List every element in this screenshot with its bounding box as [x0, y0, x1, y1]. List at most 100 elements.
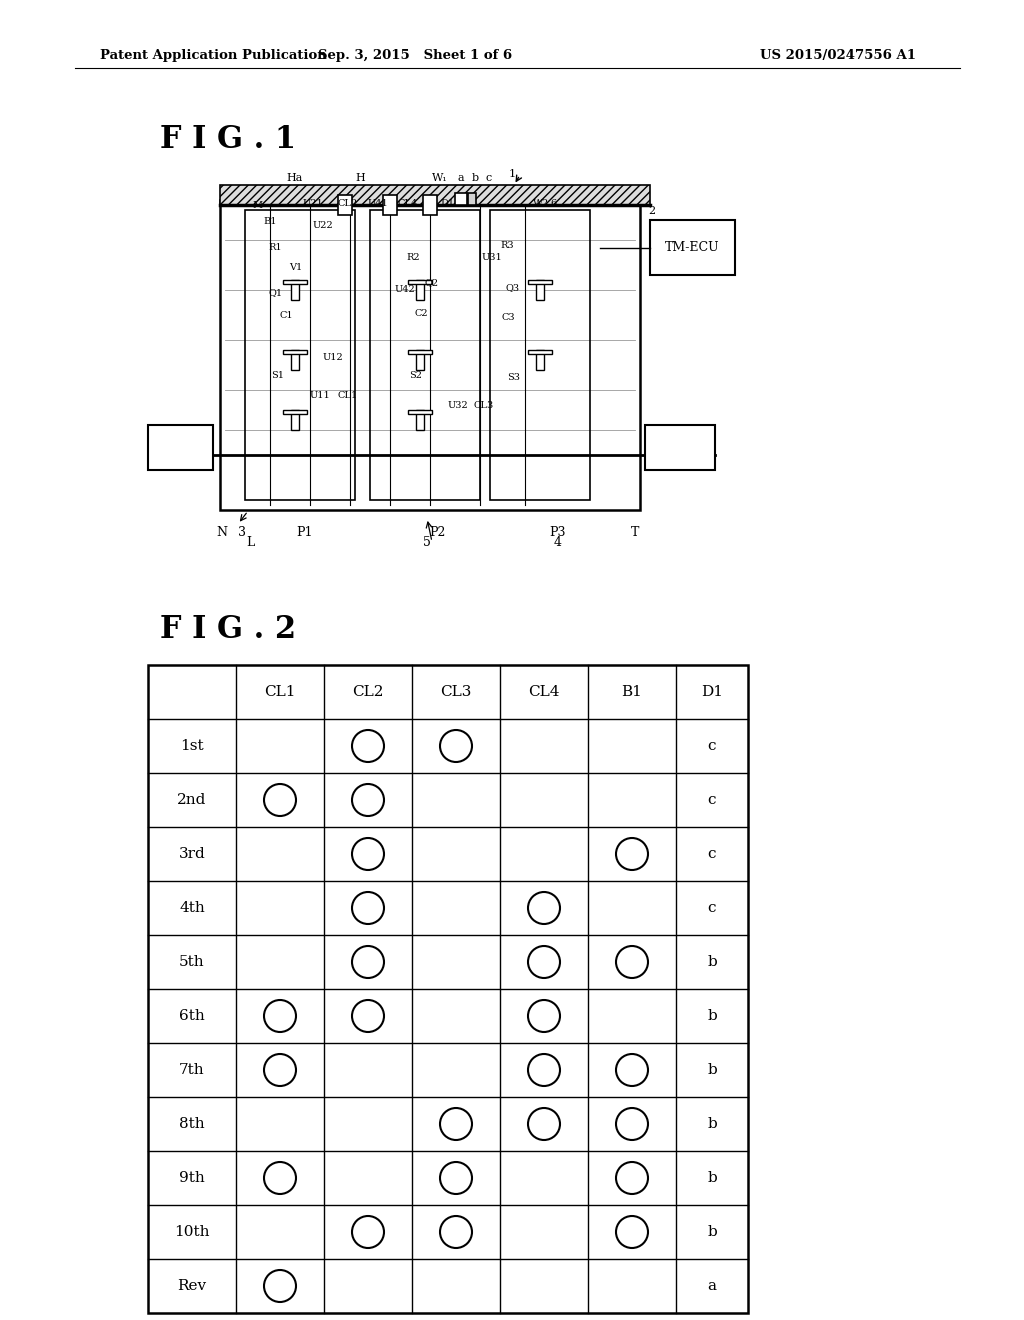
Text: 8th: 8th [179, 1117, 205, 1131]
Text: b: b [708, 954, 717, 969]
Circle shape [264, 784, 296, 816]
Text: L: L [246, 536, 254, 549]
Text: 1: 1 [509, 169, 515, 180]
Text: H: H [355, 173, 365, 183]
Text: shaft: shaft [166, 447, 196, 461]
Circle shape [264, 1270, 296, 1302]
Text: b: b [708, 1225, 717, 1239]
Text: Q1: Q1 [269, 289, 283, 297]
Text: c: c [708, 902, 716, 915]
Text: 6th: 6th [179, 1008, 205, 1023]
Circle shape [352, 730, 384, 762]
Text: C2: C2 [414, 309, 428, 318]
Text: C1: C1 [280, 310, 293, 319]
Bar [338, 195, 352, 215]
Text: F I G . 2: F I G . 2 [160, 615, 296, 645]
Text: c: c [708, 739, 716, 752]
Text: b: b [708, 1008, 717, 1023]
Circle shape [616, 838, 648, 870]
Text: 1st: 1st [180, 739, 204, 752]
Bar [291, 350, 299, 370]
Text: TM-ECU: TM-ECU [666, 242, 720, 253]
Text: CL4: CL4 [528, 685, 560, 700]
Circle shape [352, 892, 384, 924]
Text: U21: U21 [303, 199, 324, 209]
Text: D1: D1 [440, 199, 454, 209]
Text: CL2: CL2 [338, 199, 358, 209]
Bar [528, 350, 552, 354]
Circle shape [352, 784, 384, 816]
Text: CL3: CL3 [474, 400, 495, 409]
Text: 4: 4 [554, 536, 562, 549]
Bar [383, 195, 397, 215]
Bar [408, 280, 432, 284]
Bar [416, 350, 424, 370]
Circle shape [528, 1053, 560, 1086]
Text: M: M [253, 201, 263, 210]
Circle shape [264, 1053, 296, 1086]
Text: b: b [708, 1117, 717, 1131]
Circle shape [616, 1053, 648, 1086]
Text: CL1: CL1 [338, 391, 358, 400]
Text: R3: R3 [500, 240, 514, 249]
Bar [148, 665, 748, 1313]
Text: Q3: Q3 [506, 284, 520, 293]
Text: R2: R2 [407, 253, 420, 263]
Text: c: c [708, 793, 716, 807]
Bar [455, 193, 467, 205]
Text: Output: Output [659, 434, 700, 447]
Text: W₁: W₁ [432, 173, 447, 183]
Text: 5th: 5th [179, 954, 205, 969]
Text: 4th: 4th [179, 902, 205, 915]
Text: CL3: CL3 [440, 685, 472, 700]
Circle shape [440, 730, 472, 762]
Bar [283, 411, 307, 414]
Bar [408, 350, 432, 354]
Text: U32: U32 [447, 400, 468, 409]
Circle shape [352, 838, 384, 870]
Text: P3: P3 [550, 525, 566, 539]
Text: S3: S3 [508, 374, 520, 383]
Bar [283, 350, 307, 354]
Bar [245, 210, 355, 500]
Text: U22: U22 [312, 220, 334, 230]
Circle shape [528, 1107, 560, 1140]
Text: 3: 3 [238, 525, 246, 539]
Bar [490, 210, 590, 500]
Text: a: a [708, 1279, 717, 1294]
Text: B1: B1 [622, 685, 642, 700]
Text: Input: Input [165, 434, 197, 447]
Text: 9th: 9th [179, 1171, 205, 1185]
Text: shaft: shaft [666, 447, 694, 461]
Text: U11: U11 [309, 391, 331, 400]
Circle shape [352, 946, 384, 978]
Text: b: b [471, 173, 478, 183]
Text: U31: U31 [481, 253, 503, 263]
Text: Q2: Q2 [425, 279, 439, 288]
Text: U41: U41 [368, 199, 388, 209]
Bar [220, 185, 650, 205]
Bar [650, 220, 735, 275]
Bar [148, 425, 213, 470]
Circle shape [528, 892, 560, 924]
Text: N: N [216, 525, 227, 539]
Circle shape [528, 946, 560, 978]
Text: Ha: Ha [287, 173, 303, 183]
Bar [528, 280, 552, 284]
Text: 2nd: 2nd [177, 793, 207, 807]
Text: 6: 6 [550, 198, 556, 207]
Text: S1: S1 [271, 371, 285, 380]
Circle shape [616, 1162, 648, 1195]
Text: Sep. 3, 2015   Sheet 1 of 6: Sep. 3, 2015 Sheet 1 of 6 [317, 49, 512, 62]
Bar [423, 195, 437, 215]
Text: b: b [708, 1063, 717, 1077]
Text: c: c [485, 173, 493, 183]
Bar [291, 411, 299, 430]
Text: W2: W2 [532, 198, 549, 207]
Circle shape [616, 1107, 648, 1140]
Text: b: b [708, 1171, 717, 1185]
Text: 2: 2 [648, 206, 655, 216]
Bar [220, 201, 640, 510]
Text: CL2: CL2 [352, 685, 384, 700]
Text: R1: R1 [268, 243, 282, 252]
